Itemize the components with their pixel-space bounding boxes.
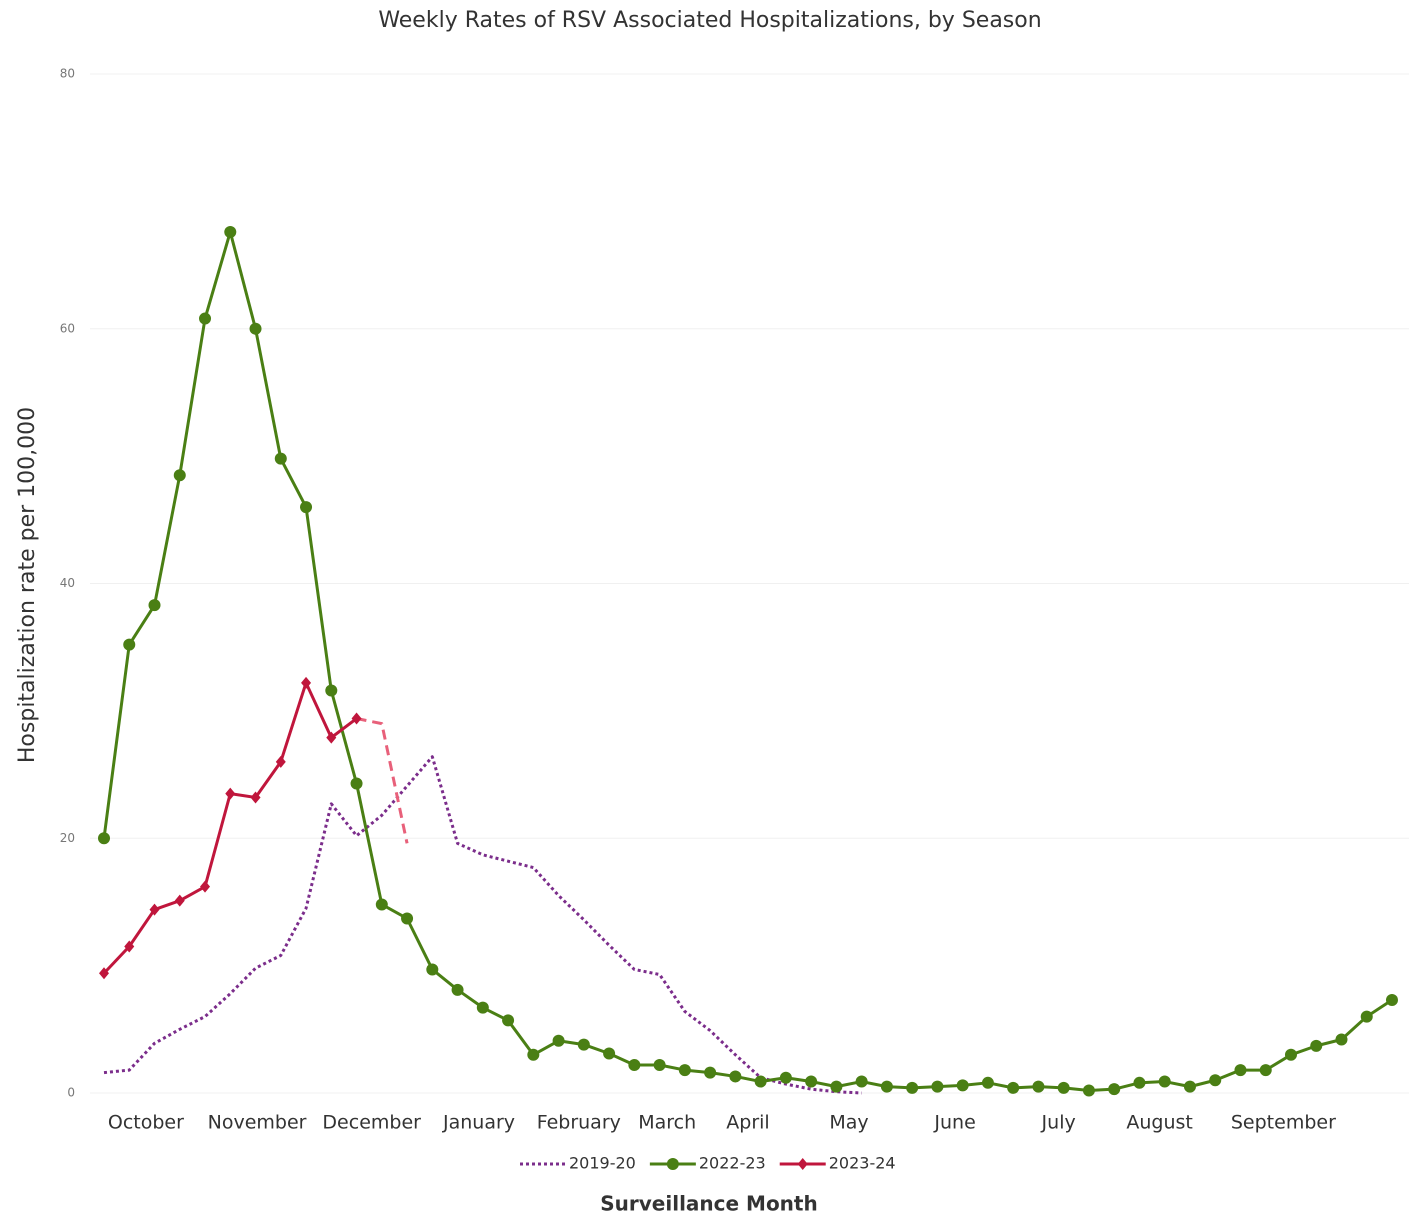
data-point [1183,1080,1196,1093]
x-tick-label: October [108,1112,184,1134]
data-point [274,452,287,465]
data-point [200,880,211,893]
series-line [102,230,1393,1092]
series-line [103,755,862,1095]
data-point [351,712,362,725]
data-point [301,676,312,689]
x-tick-label: June [933,1112,975,1134]
data-point [124,940,135,953]
data-point [476,1001,489,1014]
data-point [99,967,109,980]
data-point [552,1034,565,1047]
data-point [300,501,313,514]
series-line [102,681,358,975]
data-point [1386,994,1398,1007]
data-point [956,1079,969,1092]
data-point [1158,1075,1171,1088]
data-point [527,1048,540,1061]
data-point [249,322,262,335]
data-point [653,1058,666,1071]
data-point [1057,1081,1070,1094]
data-point [577,1038,590,1051]
data-point [880,1080,893,1093]
x-tick-label: September [1231,1112,1336,1134]
data-point [1284,1048,1297,1061]
data-point [350,777,363,790]
y-tick-label: 60 [60,321,75,335]
data-point [1209,1074,1222,1087]
data-point [1007,1081,1020,1094]
data-point [1259,1064,1272,1077]
data-point [805,1075,818,1088]
x-tick-label: May [829,1112,868,1134]
data-point [225,787,236,800]
data-point [123,638,136,651]
x-tick-label: January [442,1112,515,1134]
data-point [855,1075,868,1088]
x-tick-label: August [1126,1112,1193,1134]
data-point [224,225,237,238]
data-point [1133,1076,1146,1089]
data-point [830,1080,843,1093]
data-point [678,1064,691,1077]
y-tick-label: 40 [60,576,75,590]
x-tick-label: April [726,1112,769,1134]
data-point [603,1047,616,1060]
data-point [98,832,110,845]
legend-label: 2022-23 [699,1154,766,1173]
chart-title: Weekly Rates of RSV Associated Hospitali… [378,8,1041,33]
y-tick-label: 0 [67,1086,75,1100]
data-point [1360,1010,1373,1023]
series-line [356,717,409,844]
data-point [173,469,186,482]
x-tick-label: March [638,1112,696,1134]
data-point [931,1080,944,1093]
data-point [250,791,261,804]
data-point [1234,1064,1247,1077]
legend-label: 2023-24 [829,1154,896,1173]
data-point [149,903,160,916]
x-tick-label: July [1041,1112,1076,1134]
data-point [502,1014,515,1027]
data-point [375,898,388,911]
data-point [704,1066,717,1079]
data-point [326,731,337,744]
x-tick-label: November [208,1112,307,1134]
data-point [199,312,212,325]
x-axis-label: Surveillance Month [600,1192,817,1216]
data-point [1335,1033,1348,1046]
legend-marker [666,1158,679,1170]
x-tick-label: December [322,1112,421,1134]
data-point [628,1058,641,1071]
legend-marker [797,1158,808,1170]
data-point [1082,1084,1095,1097]
data-point [1310,1039,1323,1052]
data-point [981,1076,994,1089]
data-point [779,1071,792,1084]
legend-label: 2019-20 [569,1154,636,1173]
data-point [1032,1080,1045,1093]
y-tick-label: 20 [60,831,75,845]
data-point [754,1075,767,1088]
data-point [906,1081,919,1094]
y-axis-label: Hospitalization rate per 100,000 [15,407,40,763]
data-point [275,755,286,768]
y-tick-label: 80 [60,67,75,81]
data-point [401,912,414,925]
data-point [148,599,161,612]
data-point [325,684,338,697]
x-tick-label: February [537,1112,621,1134]
data-point [1108,1083,1121,1096]
data-point [451,983,464,996]
data-point [174,894,185,907]
data-point [426,963,439,976]
data-point [729,1070,742,1083]
